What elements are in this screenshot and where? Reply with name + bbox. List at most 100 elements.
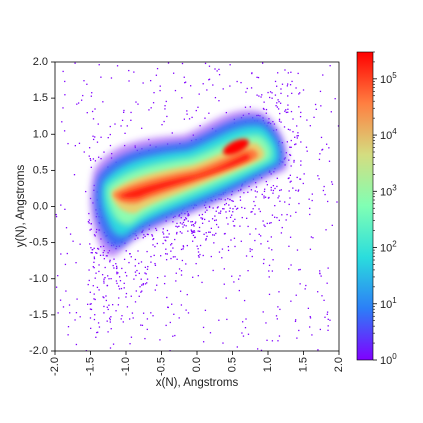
data-point [241, 206, 243, 209]
data-point [267, 240, 269, 242]
data-point [193, 225, 195, 227]
data-point [182, 226, 184, 228]
data-point [95, 251, 97, 254]
data-point [231, 199, 233, 202]
data-point [163, 120, 165, 123]
data-point [165, 236, 167, 238]
data-point [317, 349, 319, 351]
data-point [93, 261, 95, 263]
colorbar: 100 101 102 103 104 105 [356, 51, 397, 367]
data-point [324, 316, 326, 318]
data-point [116, 65, 119, 67]
data-point [162, 231, 164, 233]
data-point [95, 272, 97, 274]
data-point [144, 266, 147, 268]
data-point [90, 95, 92, 97]
data-point [187, 230, 189, 232]
data-point [187, 220, 189, 222]
data-point [196, 245, 198, 247]
data-point [243, 299, 246, 302]
data-point [89, 303, 91, 305]
data-point [134, 258, 137, 261]
data-point [265, 108, 268, 111]
y-tick-label: 0.5 [33, 164, 48, 176]
data-point [130, 336, 133, 338]
data-point [268, 264, 271, 267]
data-point [299, 92, 301, 94]
data-point [294, 143, 296, 146]
data-point [152, 244, 154, 246]
data-point [215, 219, 217, 221]
data-point [110, 278, 112, 280]
data-point [103, 258, 106, 260]
data-point [175, 280, 177, 282]
data-point [201, 281, 203, 284]
data-point [255, 186, 258, 188]
data-point [140, 261, 143, 263]
data-point [261, 62, 264, 64]
data-point [92, 118, 95, 120]
data-point [186, 113, 188, 115]
data-point [315, 108, 317, 110]
data-point [195, 221, 197, 223]
colorbar-tick-label: 101 [380, 296, 397, 311]
data-point [317, 175, 319, 177]
data-point [232, 208, 234, 210]
data-point [166, 296, 168, 299]
data-point [289, 146, 291, 148]
data-point [253, 200, 255, 203]
data-point [250, 211, 252, 213]
data-point [278, 101, 280, 103]
data-point [128, 69, 130, 72]
data-point [118, 276, 121, 278]
data-point [225, 211, 227, 213]
data-point [93, 298, 95, 300]
data-point [170, 244, 172, 246]
data-point [154, 262, 156, 265]
data-point [96, 141, 99, 143]
data-point [190, 229, 192, 231]
data-point [93, 247, 95, 249]
data-point [198, 214, 201, 216]
data-point [296, 249, 299, 251]
data-point [327, 267, 329, 269]
data-point [166, 115, 168, 118]
data-point [208, 78, 211, 80]
data-point [247, 191, 249, 193]
data-point [100, 157, 102, 160]
data-point [274, 94, 277, 96]
data-point [94, 108, 96, 110]
data-point [146, 268, 149, 270]
data-point [136, 269, 138, 272]
data-point [317, 291, 319, 293]
data-point [278, 118, 281, 120]
data-point [117, 285, 120, 287]
data-point [275, 105, 277, 107]
data-point [142, 284, 144, 286]
data-point [115, 310, 117, 312]
data-point [86, 83, 88, 85]
data-point [285, 109, 287, 111]
data-point [271, 92, 273, 94]
data-point [314, 103, 317, 106]
data-point [124, 132, 126, 134]
data-point [67, 334, 69, 336]
data-point [322, 189, 325, 192]
y-tick-label: -0.5 [29, 237, 48, 249]
data-point [60, 204, 62, 206]
data-point [67, 142, 69, 145]
data-point [287, 128, 290, 131]
data-point [115, 263, 117, 265]
data-point [170, 257, 172, 260]
data-point [276, 106, 279, 108]
colorbar-tick-label: 102 [380, 240, 397, 255]
data-point [222, 342, 224, 344]
data-point [137, 103, 139, 105]
data-point [180, 274, 183, 276]
data-point [297, 189, 300, 191]
data-point [299, 283, 301, 285]
data-point [103, 312, 105, 314]
data-point [278, 195, 280, 197]
data-point [199, 125, 201, 127]
